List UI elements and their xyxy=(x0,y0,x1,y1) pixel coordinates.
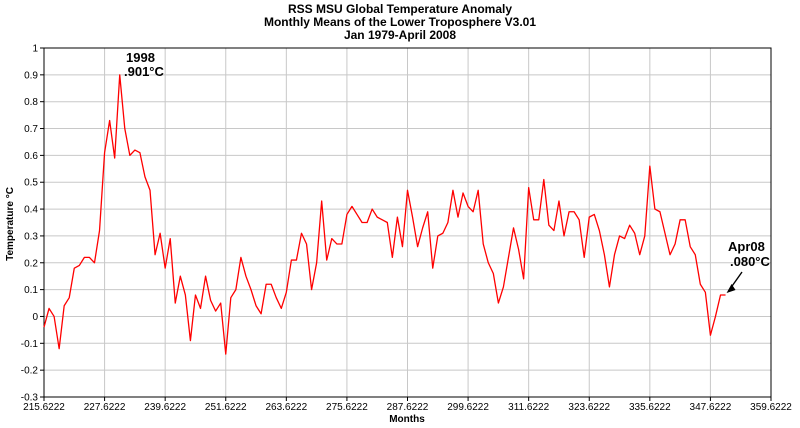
x-tick-label: 299.6222 xyxy=(447,402,489,413)
x-tick-label: 227.6222 xyxy=(84,402,126,413)
x-tick-label: 287.6222 xyxy=(387,402,429,413)
title-line-3: Jan 1979-April 2008 xyxy=(344,28,456,42)
x-tick-label: 251.6222 xyxy=(205,402,247,413)
plot-frame xyxy=(43,47,772,398)
y-tick-label: 0.7 xyxy=(24,124,38,135)
y-tick-label: 0.9 xyxy=(24,70,38,81)
title-line-2: Monthly Means of the Lower Troposphere V… xyxy=(264,15,536,29)
axis-ticks: -0.3 -0.2 -0.1 0 0.1 0.2 0.3 0.4 0.5 0.6 0.7 0.8 0.9… xyxy=(21,44,793,414)
chart-title: RSS MSU Global Temperature Anomaly Month… xyxy=(264,2,536,42)
series-layer xyxy=(43,74,726,355)
x-tick-label: 215.6222 xyxy=(23,402,65,413)
y-tick-label: -0.3 xyxy=(21,393,39,404)
annotations: 1998.901°C Apr08.080°C xyxy=(124,50,771,293)
y-tick-label: 1 xyxy=(32,44,38,55)
y-tick-label: 0.4 xyxy=(24,205,38,216)
y-axis-label: Temperature °C xyxy=(5,187,16,261)
x-tick-label: 335.6222 xyxy=(629,402,671,413)
x-tick-label: 275.6222 xyxy=(326,402,368,413)
x-tick-label: 359.6222 xyxy=(750,402,792,413)
temperature-series-line xyxy=(43,74,726,355)
y-tick-label: 0.8 xyxy=(24,97,38,108)
annotation-arrow-head xyxy=(726,283,736,293)
x-tick-label: 263.6222 xyxy=(265,402,307,413)
annotation-latest-value: .080°C xyxy=(730,254,771,269)
y-tick-label: -0.2 xyxy=(21,366,39,377)
y-tick-label: 0.5 xyxy=(24,178,38,189)
y-tick-label: 0.1 xyxy=(24,285,38,296)
annotation-peak-year: 1998 xyxy=(126,50,155,65)
y-tick-label: 0.6 xyxy=(24,151,38,162)
x-tick-label: 323.6222 xyxy=(568,402,610,413)
x-tick-label: 311.6222 xyxy=(508,402,549,413)
y-tick-label: 0 xyxy=(32,312,38,323)
y-tick-label: 0.3 xyxy=(24,231,38,242)
annotation-peak-value: .901°C xyxy=(124,64,165,79)
title-line-1: RSS MSU Global Temperature Anomaly xyxy=(288,2,512,16)
annotation-latest-month: Apr08 xyxy=(728,239,765,254)
y-tick-label: -0.1 xyxy=(21,339,39,350)
y-tick-label: 0.2 xyxy=(24,258,38,269)
x-tick-label: 239.6222 xyxy=(144,402,186,413)
x-tick-label: 347.6222 xyxy=(690,402,732,413)
x-axis-label: Months xyxy=(389,414,425,425)
